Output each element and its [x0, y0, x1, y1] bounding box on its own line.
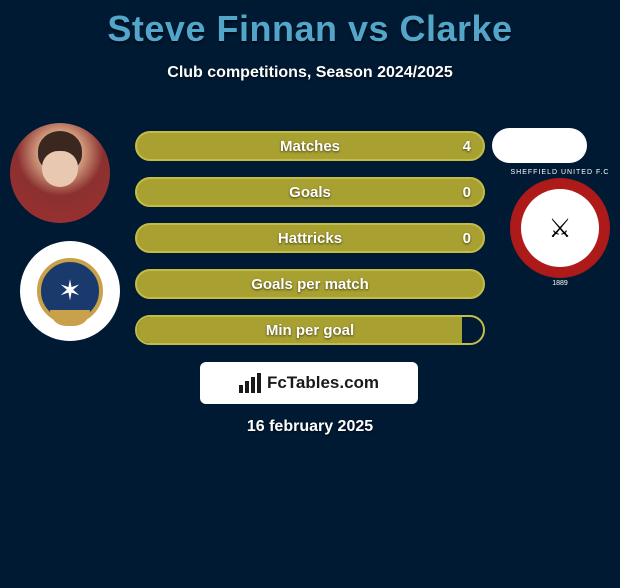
club-left-badge: ✶ — [20, 241, 120, 341]
stat-bar: Matches 4 — [135, 131, 485, 161]
player-left-avatar — [10, 123, 110, 223]
stat-bar: Hattricks 0 — [135, 223, 485, 253]
stat-bar-value: 0 — [463, 184, 471, 201]
stat-bar-label: Matches — [280, 138, 340, 155]
stat-bar-label: Hattricks — [278, 230, 342, 247]
player-right-avatar — [492, 128, 587, 163]
stat-bar-value: 4 — [463, 138, 471, 155]
brand-text: FcTables.com — [267, 373, 379, 393]
stat-bar-label: Goals — [289, 184, 331, 201]
stat-bar: Goals 0 — [135, 177, 485, 207]
crescent-icon — [50, 310, 90, 326]
stat-bar: Goals per match — [135, 269, 485, 299]
club-right-year: 1889 — [502, 280, 618, 287]
stat-bar-label: Goals per match — [251, 276, 369, 293]
title: Steve Finnan vs Clarke — [0, 8, 620, 50]
stat-bar: Min per goal — [135, 315, 485, 345]
date-line: 16 february 2025 — [0, 418, 620, 436]
swords-icon: ⚔ — [548, 213, 571, 244]
stat-bar-value: 0 — [463, 230, 471, 247]
subtitle: Club competitions, Season 2024/2025 — [0, 64, 620, 82]
bar-chart-icon — [239, 373, 261, 393]
club-right-badge: SHEFFIELD UNITED F.C 1889 ⚔ — [510, 178, 610, 278]
brand-badge: FcTables.com — [200, 362, 418, 404]
stat-bar-label: Min per goal — [266, 322, 354, 339]
club-right-ring-text: SHEFFIELD UNITED F.C — [502, 169, 618, 176]
star-icon: ✶ — [58, 277, 81, 305]
stats-bars: Matches 4 Goals 0 Hattricks 0 Goals per match M… — [135, 131, 485, 361]
